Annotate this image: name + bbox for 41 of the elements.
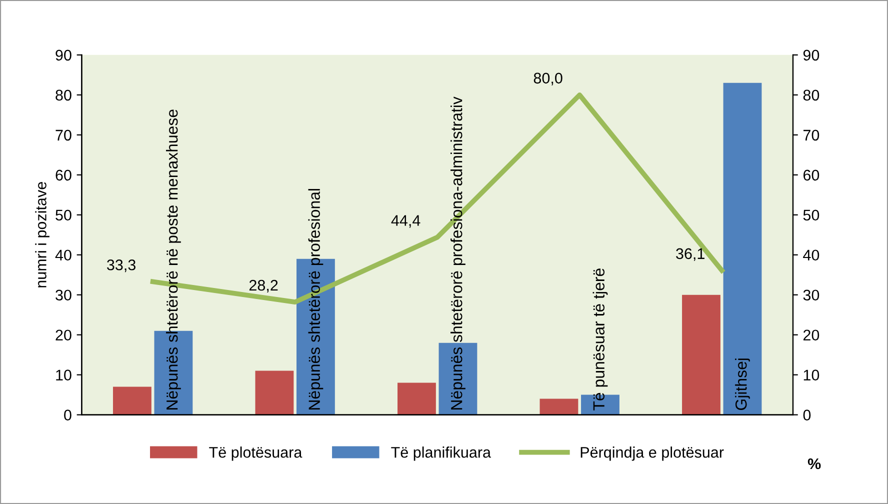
- y2-tick-label: 20: [803, 330, 820, 341]
- bar: [398, 382, 436, 415]
- y-tick-label: 80: [56, 90, 72, 101]
- legend-label: Të plotësuara: [209, 446, 302, 461]
- y2-tick-label: 0: [803, 410, 811, 420]
- y-tick-label: 30: [56, 290, 72, 301]
- y-tick-label: 50: [56, 210, 72, 221]
- legend-label: Të planifikuara: [391, 446, 491, 461]
- y2-tick-label: 70: [803, 130, 820, 141]
- data-label: 36,1: [676, 248, 704, 261]
- y-tick-label: 0: [64, 410, 72, 420]
- y2-tick-label: 10: [804, 370, 820, 380]
- data-label: 33,3: [107, 259, 136, 272]
- x-tick-label: Nëpunës shtetërorë profesiona-administrativ: [450, 96, 466, 410]
- y2-axis-title: %: [808, 458, 821, 470]
- y2-tick-label: 50: [803, 210, 820, 221]
- y2-tick-label: 40: [803, 250, 820, 261]
- y-tick-label: 10: [56, 370, 72, 380]
- y-axis-title: numri i pozitave: [35, 182, 50, 288]
- x-tick-label: Nëpunës shtetërorë në poste menaxhuese: [166, 110, 181, 410]
- y2-tick-label: 60: [803, 170, 820, 181]
- x-tick-label: Nëpunës shtetërorë profesional: [308, 189, 324, 410]
- y2-tick-label: 30: [803, 290, 820, 301]
- bar: [540, 398, 578, 415]
- bar: [112, 386, 152, 415]
- y-tick-label: 20: [56, 330, 72, 341]
- x-tick-label: Të punësuar të tjerë: [592, 268, 608, 410]
- y2-tick-label: 80: [803, 90, 820, 101]
- bar: [255, 370, 294, 415]
- data-label: 44,4: [391, 215, 420, 228]
- bar: [682, 294, 720, 415]
- y-tick-label: 40: [55, 250, 72, 261]
- data-label: 28,2: [249, 280, 278, 292]
- legend-label: Përqindja e plotësuar: [580, 446, 724, 461]
- data-label: 80,0: [534, 72, 562, 86]
- bar: [723, 82, 762, 415]
- y2-tick-label: 90: [803, 50, 820, 61]
- y-tick-label: 60: [56, 170, 72, 181]
- y-tick-label: 90: [56, 50, 72, 61]
- y-tick-label: 70: [56, 130, 72, 141]
- x-tick-label: Gjithsej: [735, 358, 750, 410]
